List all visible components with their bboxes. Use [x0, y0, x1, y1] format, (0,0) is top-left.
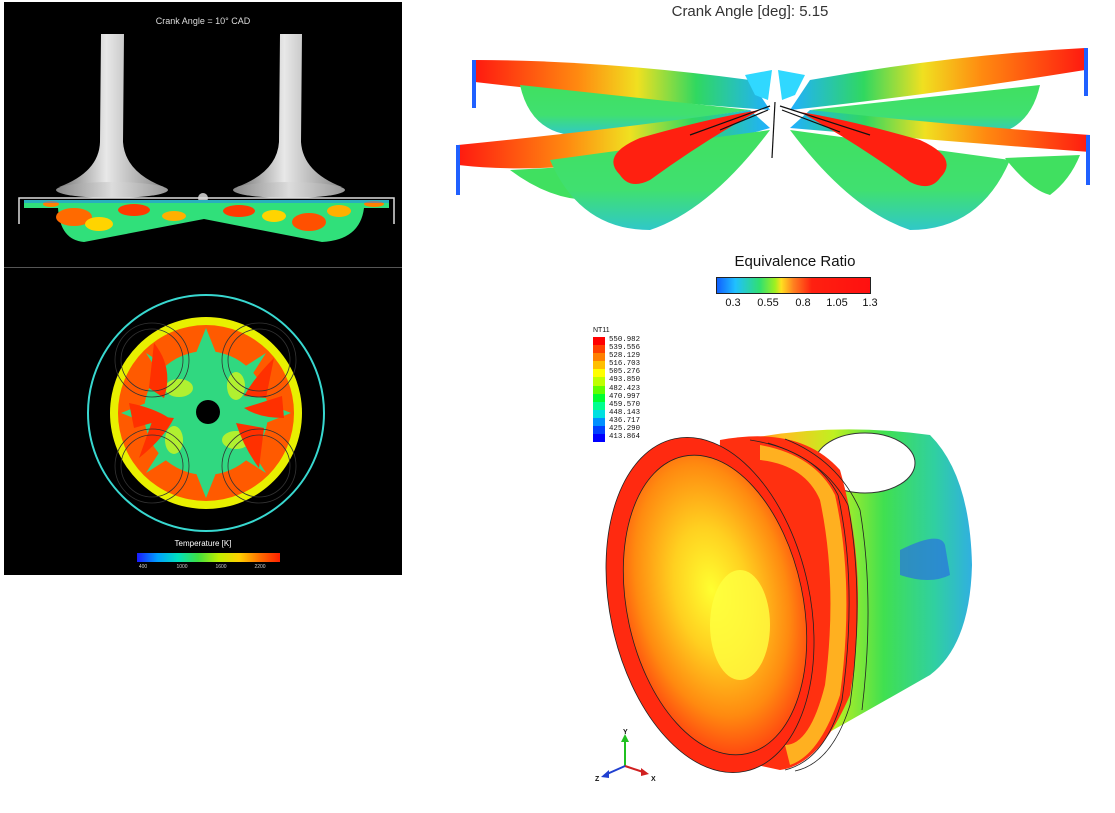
temperature-tick: 1600: [215, 564, 227, 570]
nt11-legend-swatch: [593, 337, 605, 346]
nt11-legend-row: 539.556: [593, 344, 673, 354]
equivalence-legend-title: Equivalence Ratio: [734, 253, 856, 270]
nt11-legend-swatch: [593, 426, 605, 435]
nt11-legend-swatch: [593, 417, 605, 427]
equivalence-tick: 0.55: [757, 297, 779, 309]
nt11-legend-row: 516.703: [593, 360, 673, 370]
spray-crank-angle-label: Crank Angle [deg]: 5.15: [671, 3, 829, 20]
piston-temperature-model: [605, 429, 972, 773]
panel-divider: [4, 267, 402, 268]
temperature-tick: 1000: [176, 564, 188, 570]
nt11-legend-swatch: [593, 345, 605, 354]
nt11-legend-value: 528.129: [609, 352, 641, 361]
nt11-legend-swatch: [593, 377, 605, 386]
nt11-legend-value: 470.997: [609, 392, 641, 401]
nt11-legend-swatch: [593, 361, 605, 370]
nt11-legend-value: 493.850: [609, 376, 641, 385]
nt11-legend-title: NT11: [593, 327, 610, 334]
equivalence-color-bar: [716, 277, 871, 294]
equivalence-tick: 1.05: [826, 297, 848, 309]
nt11-legend-value: 516.703: [609, 360, 641, 369]
nt11-legend-row: 436.717: [593, 416, 673, 427]
crank-angle-label: Crank Angle = 10° CAD: [155, 16, 251, 26]
valve-cross-section: [18, 34, 395, 242]
equivalence-tick: 0.3: [725, 297, 741, 309]
nt11-legend-row: 493.850: [593, 376, 673, 386]
nt11-legend-swatch: [593, 385, 605, 394]
temperature-tick: 400: [138, 564, 148, 570]
nt11-legend-value: 482.423: [609, 384, 641, 393]
nt11-legend-row: 470.997: [593, 392, 673, 402]
nt11-legend-swatch: [593, 401, 605, 410]
temperature-legend-title: Temperature [K]: [174, 539, 232, 548]
nt11-legend-row: 482.423: [593, 384, 673, 394]
nt11-legend-row: 505.276: [593, 368, 673, 378]
axis-x-label: X: [651, 776, 656, 783]
axis-triad: [601, 734, 649, 778]
piston-top-temperature: [87, 294, 325, 532]
nt11-legend-row: 425.290: [593, 425, 673, 435]
combustion-temperature-panel: Crank Angle = 10° CAD: [4, 2, 402, 575]
temperature-tick: 2200: [254, 564, 266, 570]
nt11-legend-swatch: [593, 393, 605, 402]
nt11-legend-swatch: [593, 369, 605, 378]
nt11-legend-value: 413.864: [609, 433, 641, 442]
nt11-legend-value: 505.276: [609, 368, 641, 377]
nt11-legend-value: 459.570: [609, 400, 641, 409]
nt11-legend-value: 550.982: [609, 336, 641, 344]
nt11-legend-row: 459.570: [593, 400, 673, 410]
nt11-legend-row: 448.143: [593, 408, 673, 418]
nt11-legend-row: 413.864: [593, 433, 673, 443]
nt11-legend: 550.982 539.556 528.129 516.703 505.276 493.8…: [593, 336, 673, 443]
nt11-legend-value: 425.290: [609, 425, 641, 434]
nt11-legend-swatch: [593, 434, 605, 443]
nt11-legend-row: 550.982: [593, 336, 673, 346]
nt11-legend-row: 528.129: [593, 352, 673, 362]
spray-equivalence-section: [456, 48, 1090, 230]
nt11-legend-value: 448.143: [609, 408, 641, 417]
equivalence-tick: 1.3: [862, 297, 878, 309]
equivalence-tick: 0.8: [795, 297, 811, 309]
axis-y-label: Y: [623, 729, 628, 736]
temperature-color-bar: [137, 553, 280, 562]
nt11-legend-value: 539.556: [609, 344, 641, 353]
nt11-legend-swatch: [593, 353, 605, 362]
axis-z-label: Z: [595, 776, 600, 783]
nt11-legend-value: 436.717: [609, 416, 641, 425]
nt11-legend-swatch: [593, 409, 605, 418]
